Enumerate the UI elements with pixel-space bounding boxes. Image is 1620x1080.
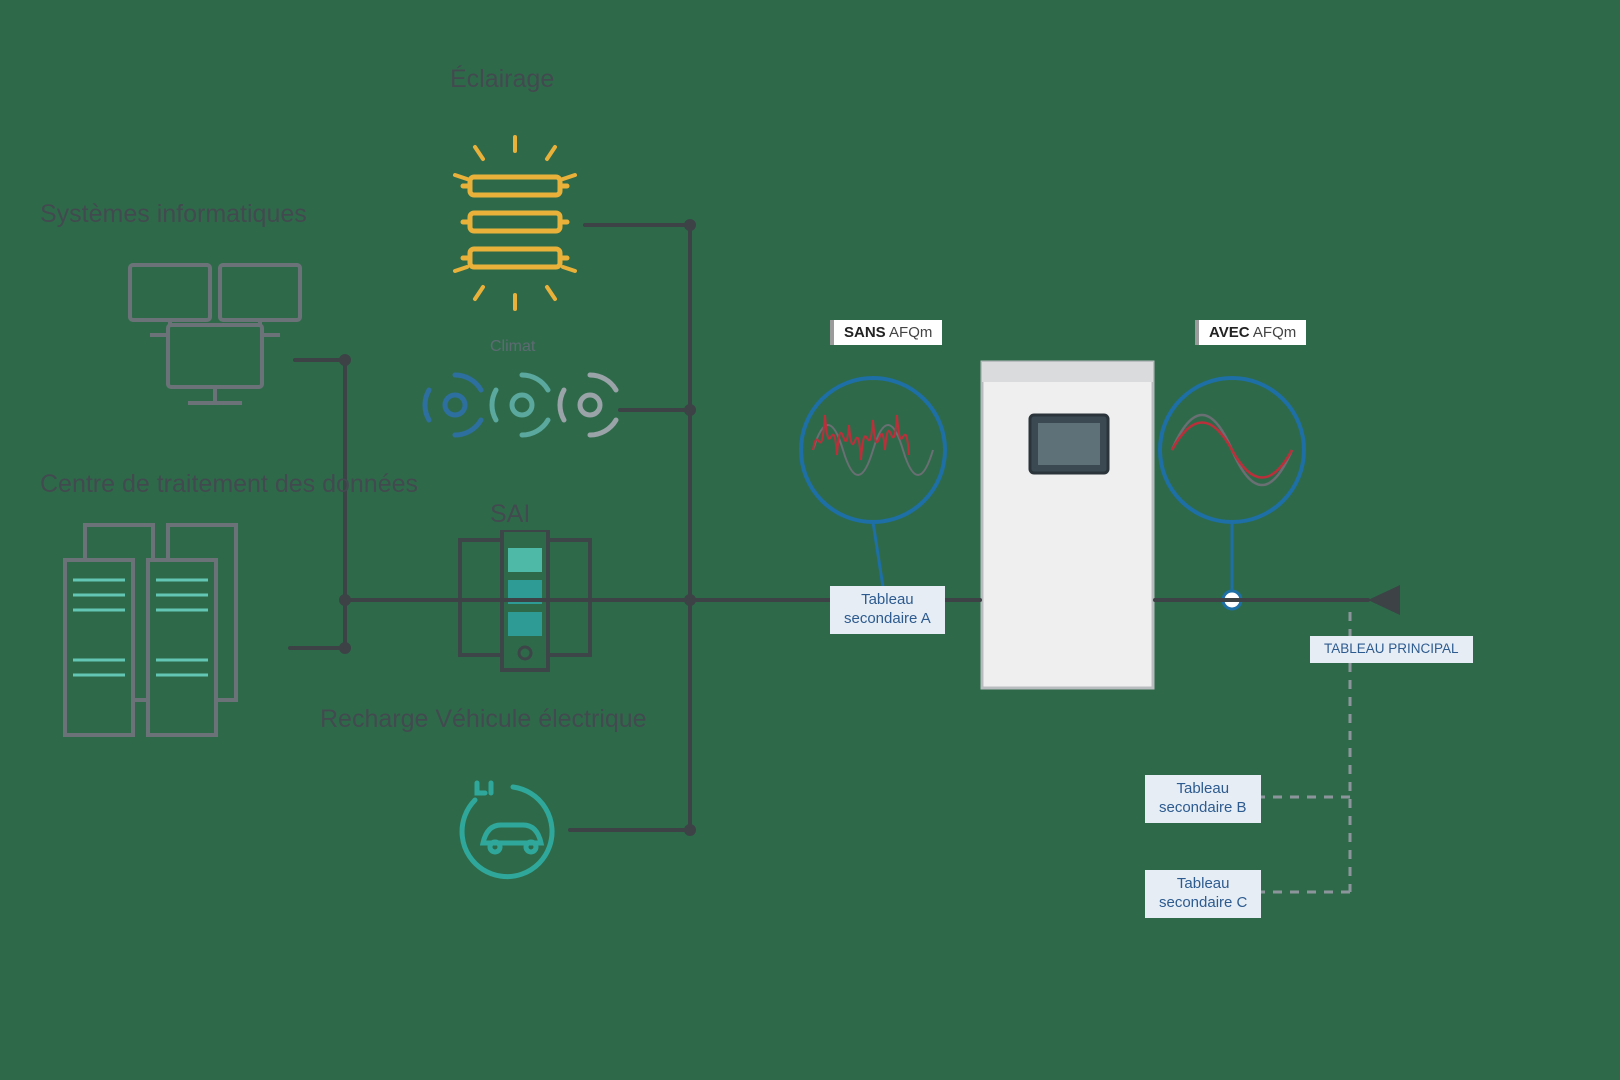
tableau-sec-c: Tableau secondaire C (1145, 870, 1261, 918)
systems-label: Systèmes informatiques (40, 200, 307, 229)
datacenter-label: Centre de traitement des données (40, 470, 418, 499)
climat-label: Climat (490, 338, 535, 356)
tableau-principal: TABLEAU PRINCIPAL (1310, 636, 1473, 663)
diagram-stage: Éclairage Systèmes informatiques Climat … (0, 0, 1620, 1080)
tableau-sec-b: Tableau secondaire B (1145, 775, 1261, 823)
recharge-label: Recharge Véhicule électrique (320, 705, 647, 734)
sans-bold: SANS (844, 324, 886, 341)
sai-label: SAI (490, 500, 530, 529)
sans-rest: AFQm (886, 324, 933, 341)
tableau-sec-a: Tableau secondaire A (830, 586, 945, 634)
eclairage-label: Éclairage (450, 65, 554, 94)
wave-connectors (0, 0, 1620, 1080)
sans-tag: SANS AFQm (830, 320, 942, 345)
avec-tag: AVEC AFQm (1195, 320, 1306, 345)
avec-rest: AFQm (1250, 324, 1297, 341)
avec-bold: AVEC (1209, 324, 1250, 341)
